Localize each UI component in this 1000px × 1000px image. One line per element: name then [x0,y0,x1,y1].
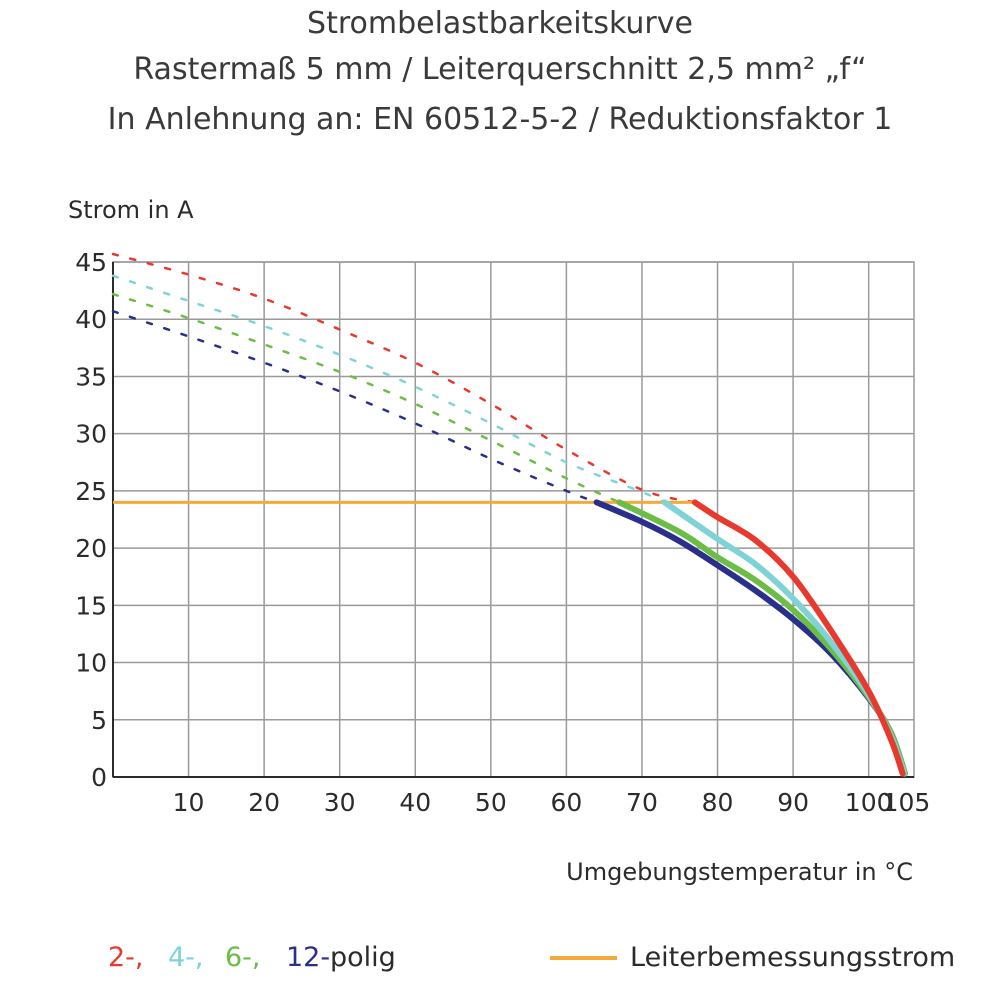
chart-subtitle-standard: In Anlehnung an: EN 60512-5-2 / Reduktio… [107,102,893,137]
x-axis-label: Umgebungstemperatur in °C [566,858,913,886]
legend-entry-2: 2-, [108,942,144,973]
series-dashed-6polig [111,292,621,504]
x-tick-label: 30 [324,788,356,817]
series-solid-2polig [691,499,906,777]
x-tick-label: 90 [777,788,809,817]
chart-title: Strombelastbarkeitskurve [307,6,693,41]
x-tick-label: 105 [883,788,931,817]
series-dashed-4polig [111,274,666,504]
series-solid-12polig [593,499,908,777]
series-lines [111,252,908,777]
series-dashed-2polig [111,252,697,504]
y-tick-label: 35 [75,362,107,391]
plot-frame [112,261,915,778]
legend-entry-6: 6-, [225,942,261,973]
y-tick-label: 5 [91,706,107,735]
x-tick-label: 70 [626,788,658,817]
y-tick-label: 20 [75,534,107,563]
legend-suffix: polig [330,942,396,973]
x-tick-label: 80 [702,788,734,817]
y-tick-label: 15 [75,591,107,620]
y-tick-label: 0 [91,763,107,792]
x-tick-label: 60 [550,788,582,817]
y-tick-label: 25 [75,477,107,506]
y-tick-label: 40 [75,305,107,334]
x-tick-label: 20 [248,788,280,817]
legend-entry-4: 4-, [168,942,204,973]
grid [112,261,915,778]
series-dashed-12polig [111,309,598,504]
x-tick-label: 50 [475,788,507,817]
x-tick-label: 10 [173,788,205,817]
y-tick-label: 30 [75,420,107,449]
y-axis-label: Strom in A [68,196,194,224]
y-tick-label: 10 [75,649,107,678]
legend: 2-, 4-, 6-, 12- polig Leiterbemessungsstrom [108,942,955,973]
legend-entry-12: 12- [286,942,330,973]
y-tick-label: 45 [75,248,107,277]
x-tick-label: 40 [399,788,431,817]
legend-entry-rated-current: Leiterbemessungsstrom [630,942,955,973]
x-tick-label: 100 [845,788,893,817]
chart-subtitle: Rastermaß 5 mm / Leiterquerschnitt 2,5 m… [133,52,867,87]
